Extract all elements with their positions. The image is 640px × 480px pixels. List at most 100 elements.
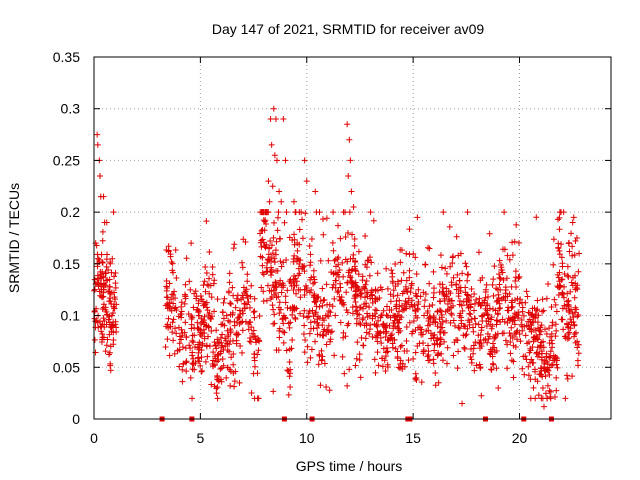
data-point bbox=[307, 262, 314, 269]
data-point bbox=[383, 303, 390, 310]
data-point bbox=[357, 293, 364, 300]
data-point bbox=[471, 290, 478, 297]
data-point bbox=[398, 247, 405, 254]
data-point bbox=[312, 188, 319, 195]
data-point bbox=[303, 178, 310, 185]
data-point bbox=[491, 335, 498, 342]
data-point bbox=[412, 254, 419, 261]
data-point bbox=[307, 319, 314, 326]
data-point bbox=[384, 285, 391, 292]
data-point bbox=[569, 373, 576, 380]
data-point bbox=[566, 335, 573, 342]
data-point bbox=[213, 390, 220, 397]
data-point bbox=[271, 259, 278, 266]
data-point bbox=[358, 334, 365, 341]
data-point bbox=[179, 344, 186, 351]
data-point bbox=[479, 274, 486, 281]
y-tick-label: 0.15 bbox=[53, 256, 80, 272]
data-point bbox=[571, 251, 578, 258]
data-point bbox=[435, 379, 442, 386]
data-point bbox=[112, 280, 119, 287]
data-point bbox=[342, 233, 349, 240]
data-point bbox=[420, 348, 427, 355]
data-point bbox=[239, 264, 246, 271]
data-point bbox=[206, 290, 213, 297]
data-point bbox=[281, 219, 288, 226]
data-point bbox=[352, 362, 359, 369]
data-point bbox=[496, 305, 503, 312]
data-point bbox=[291, 231, 298, 238]
data-point bbox=[574, 344, 581, 351]
data-point bbox=[549, 319, 556, 326]
data-point bbox=[550, 352, 557, 359]
data-point bbox=[347, 255, 354, 262]
data-point bbox=[183, 255, 190, 262]
data-point bbox=[291, 304, 298, 311]
data-point bbox=[508, 324, 515, 331]
data-point bbox=[361, 294, 368, 301]
data-point bbox=[458, 302, 465, 309]
data-point bbox=[395, 308, 402, 315]
data-point bbox=[495, 271, 502, 278]
data-point bbox=[534, 349, 541, 356]
data-point bbox=[412, 308, 419, 315]
data-point bbox=[214, 395, 221, 402]
data-point bbox=[455, 348, 462, 355]
data-point bbox=[344, 309, 351, 316]
data-point bbox=[532, 315, 539, 322]
data-point bbox=[201, 313, 208, 320]
data-point bbox=[462, 332, 469, 339]
data-point bbox=[485, 293, 492, 300]
data-point bbox=[511, 238, 518, 245]
data-point bbox=[352, 298, 359, 305]
data-point bbox=[425, 244, 432, 251]
data-point bbox=[524, 293, 531, 300]
data-point bbox=[430, 289, 437, 296]
data-point bbox=[463, 291, 470, 298]
data-point bbox=[176, 340, 183, 347]
data-point bbox=[99, 331, 106, 338]
x-tick-label: 15 bbox=[405, 430, 421, 446]
data-point bbox=[199, 340, 206, 347]
data-point bbox=[394, 353, 401, 360]
data-point bbox=[366, 304, 373, 311]
data-point bbox=[362, 281, 369, 288]
data-point bbox=[187, 286, 194, 293]
data-point bbox=[477, 365, 484, 372]
data-point bbox=[544, 367, 551, 374]
data-point bbox=[487, 316, 494, 323]
data-point bbox=[231, 383, 238, 390]
data-point bbox=[275, 209, 282, 216]
data-point bbox=[297, 257, 304, 264]
data-point bbox=[535, 312, 542, 319]
data-point bbox=[175, 324, 182, 331]
data-point bbox=[170, 300, 177, 307]
data-point bbox=[221, 322, 228, 329]
data-point bbox=[194, 319, 201, 326]
data-point bbox=[427, 330, 434, 337]
data-point bbox=[431, 347, 438, 354]
data-point bbox=[173, 330, 180, 337]
data-point bbox=[235, 314, 242, 321]
data-point bbox=[565, 240, 572, 247]
data-point bbox=[375, 317, 382, 324]
data-point bbox=[548, 362, 555, 369]
data-point bbox=[379, 355, 386, 362]
data-point bbox=[240, 294, 247, 301]
data-point bbox=[523, 288, 530, 295]
data-point bbox=[230, 361, 237, 368]
data-point bbox=[109, 321, 116, 328]
data-point bbox=[219, 342, 226, 349]
data-point bbox=[349, 281, 356, 288]
data-point bbox=[454, 365, 461, 372]
data-point bbox=[476, 345, 483, 352]
data-point bbox=[561, 271, 568, 278]
data-point bbox=[350, 203, 357, 210]
data-point bbox=[379, 311, 386, 318]
data-point bbox=[352, 268, 359, 275]
data-point bbox=[273, 157, 280, 164]
data-point bbox=[486, 230, 493, 237]
data-point bbox=[460, 323, 467, 330]
data-point bbox=[169, 319, 176, 326]
data-point bbox=[461, 346, 468, 353]
